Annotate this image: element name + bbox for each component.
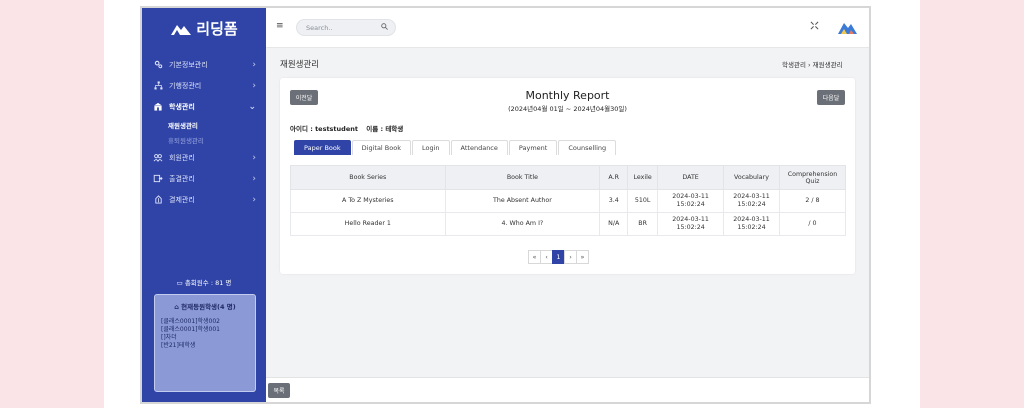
- payment-icon: [153, 195, 163, 205]
- table-cell: 2024-03-11 15:02:24: [657, 189, 725, 213]
- breadcrumb: 학생관리 › 재원생관리: [782, 59, 843, 69]
- page-background-left: [0, 0, 104, 408]
- chevron-right-icon: ›: [252, 194, 256, 205]
- table-cell: BR: [627, 212, 659, 236]
- column-header: Book Series: [290, 165, 446, 190]
- chevron-down-icon: ⌄: [248, 101, 256, 112]
- table-cell: A To Z Mysteries: [290, 189, 446, 213]
- user-info: 아이디 : teststudent 이름 : 테학생: [290, 123, 409, 133]
- tab-login[interactable]: Login: [411, 140, 450, 155]
- total-members: ▭ 총회원수 : 81 명: [176, 279, 232, 287]
- list-item: [클래스0001]학생002: [161, 318, 221, 325]
- table-header-row: Book Series Book Title A.R Lexile DATE V…: [290, 165, 847, 190]
- page-background-right: [920, 0, 1024, 408]
- list-item: [클래스0001]학생001: [161, 326, 221, 333]
- page-title: 재원생관리: [280, 60, 320, 70]
- table-cell: 510L: [627, 189, 659, 213]
- search-icon[interactable]: [381, 23, 388, 32]
- hamburger-menu-icon[interactable]: ≡: [276, 21, 284, 31]
- next-month-button[interactable]: 다음달: [817, 90, 845, 105]
- book-report-table: Book Series Book Title A.R Lexile DATE V…: [290, 165, 847, 236]
- list-item: [반21]테학생: [161, 342, 196, 349]
- table-cell: Hello Reader 1: [290, 212, 446, 236]
- column-header: Lexile: [627, 165, 659, 190]
- school-icon: [153, 102, 163, 112]
- sidebar-item-students[interactable]: 학생관리 ⌄: [142, 96, 266, 117]
- sidebar: 리딩폼 기본정보관리 › 기행정관리 › 학생관리: [142, 8, 266, 402]
- breadcrumb-parent[interactable]: 학생관리: [782, 61, 806, 69]
- report-title: Monthly Report: [525, 89, 610, 102]
- pagination: « ‹ 1 › »: [528, 250, 589, 264]
- tab-paper-book[interactable]: Paper Book: [294, 140, 351, 155]
- previous-month-button[interactable]: 이전달: [290, 90, 318, 105]
- current-students-title: ⌂ 현재등원학생(4 명): [174, 303, 236, 311]
- submenu-item-withdrawn[interactable]: 휴퇴원생관리: [168, 136, 204, 145]
- chevron-right-icon: ›: [252, 80, 256, 91]
- member-card-icon: ▭: [176, 279, 183, 287]
- previous-page-button[interactable]: ‹: [540, 250, 553, 264]
- tab-attendance[interactable]: Attendance: [450, 140, 508, 155]
- sidebar-item-members[interactable]: 회원관리 ›: [142, 147, 266, 168]
- footer-bar: 목록: [266, 377, 869, 402]
- chevron-right-icon: ›: [252, 173, 256, 184]
- sidebar-item-payment[interactable]: 결제관리 ›: [142, 189, 266, 210]
- table-cell: 3.4: [599, 189, 629, 213]
- column-header: Book Title: [444, 165, 601, 190]
- sidebar-menu: 기본정보관리 › 기행정관리 › 학생관리 ⌄ 재원생관리 휴퇴원생관리: [142, 54, 266, 210]
- table-row: A To Z Mysteries The Absent Author 3.4 5…: [290, 189, 847, 213]
- column-header: DATE: [657, 165, 725, 190]
- page-number-button[interactable]: 1: [552, 250, 565, 264]
- search-input[interactable]: Search..: [296, 19, 396, 36]
- column-header: Vocabulary: [723, 165, 780, 190]
- table-cell: 4. Who Am I?: [444, 212, 601, 236]
- sidebar-item-attendance[interactable]: 출결관리 ›: [142, 168, 266, 189]
- app-window: 리딩폼 기본정보관리 › 기행정관리 › 학생관리: [140, 6, 871, 404]
- avatar[interactable]: [836, 16, 858, 38]
- logo-text: 리딩폼: [196, 19, 238, 38]
- user-id: 아이디 : teststudent: [290, 125, 358, 133]
- column-header: Comprehension Quiz: [778, 165, 847, 190]
- top-header: ≡ Search..: [266, 8, 869, 48]
- list-button[interactable]: 목록: [268, 383, 290, 398]
- mountain-book-icon: [171, 25, 192, 35]
- school-icon: ⌂: [174, 303, 179, 311]
- table-cell: The Absent Author: [444, 189, 601, 213]
- tab-counselling[interactable]: Counselling: [558, 140, 617, 155]
- chevron-right-icon: ›: [252, 59, 256, 70]
- chevron-right-icon: ›: [252, 152, 256, 163]
- chevron-right-icon: ›: [808, 61, 813, 69]
- gear-icon: [153, 60, 163, 70]
- table-cell: 2024-03-11 15:02:24: [723, 212, 780, 236]
- attendance-icon: [153, 174, 163, 184]
- table-cell: 2024-03-11 15:02:24: [723, 189, 780, 213]
- breadcrumb-current: 재원생관리: [812, 61, 843, 69]
- table-row: Hello Reader 1 4. Who Am I? N/A BR 2024-…: [290, 212, 847, 236]
- table-cell: N/A: [599, 212, 629, 236]
- table-cell: 2 / 8: [778, 189, 847, 213]
- tab-digital-book[interactable]: Digital Book: [351, 140, 411, 155]
- user-name: 이름 : 테학생: [366, 125, 404, 133]
- users-icon: [153, 153, 163, 163]
- hierarchy-icon: [153, 81, 163, 91]
- sidebar-item-admin[interactable]: 기행정관리 ›: [142, 75, 266, 96]
- table-cell: / 0: [778, 212, 847, 236]
- column-header: A.R: [599, 165, 629, 190]
- tab-payment[interactable]: Payment: [508, 140, 558, 155]
- list-item: []차더: [161, 334, 177, 341]
- students-submenu: 재원생관리 휴퇴원생관리: [142, 117, 266, 147]
- logo[interactable]: 리딩폼: [142, 8, 266, 50]
- last-page-button[interactable]: »: [576, 250, 589, 264]
- report-date-range: (2024년04월 01일 ~ 2024년04월30일): [508, 105, 627, 113]
- report-card: 이전달 Monthly Report (2024년04월 01일 ~ 2024년…: [280, 78, 855, 274]
- table-cell: 2024-03-11 15:02:24: [657, 212, 725, 236]
- current-students-box: ⌂ 현재등원학생(4 명) [클래스0001]학생002 [클래스0001]학생…: [154, 294, 256, 392]
- report-tabs: Paper Book Digital Book Login Attendance…: [294, 140, 617, 155]
- sidebar-item-basic-info[interactable]: 기본정보관리 ›: [142, 54, 266, 75]
- fullscreen-icon[interactable]: [810, 21, 819, 33]
- submenu-item-enrolled[interactable]: 재원생관리: [168, 121, 198, 130]
